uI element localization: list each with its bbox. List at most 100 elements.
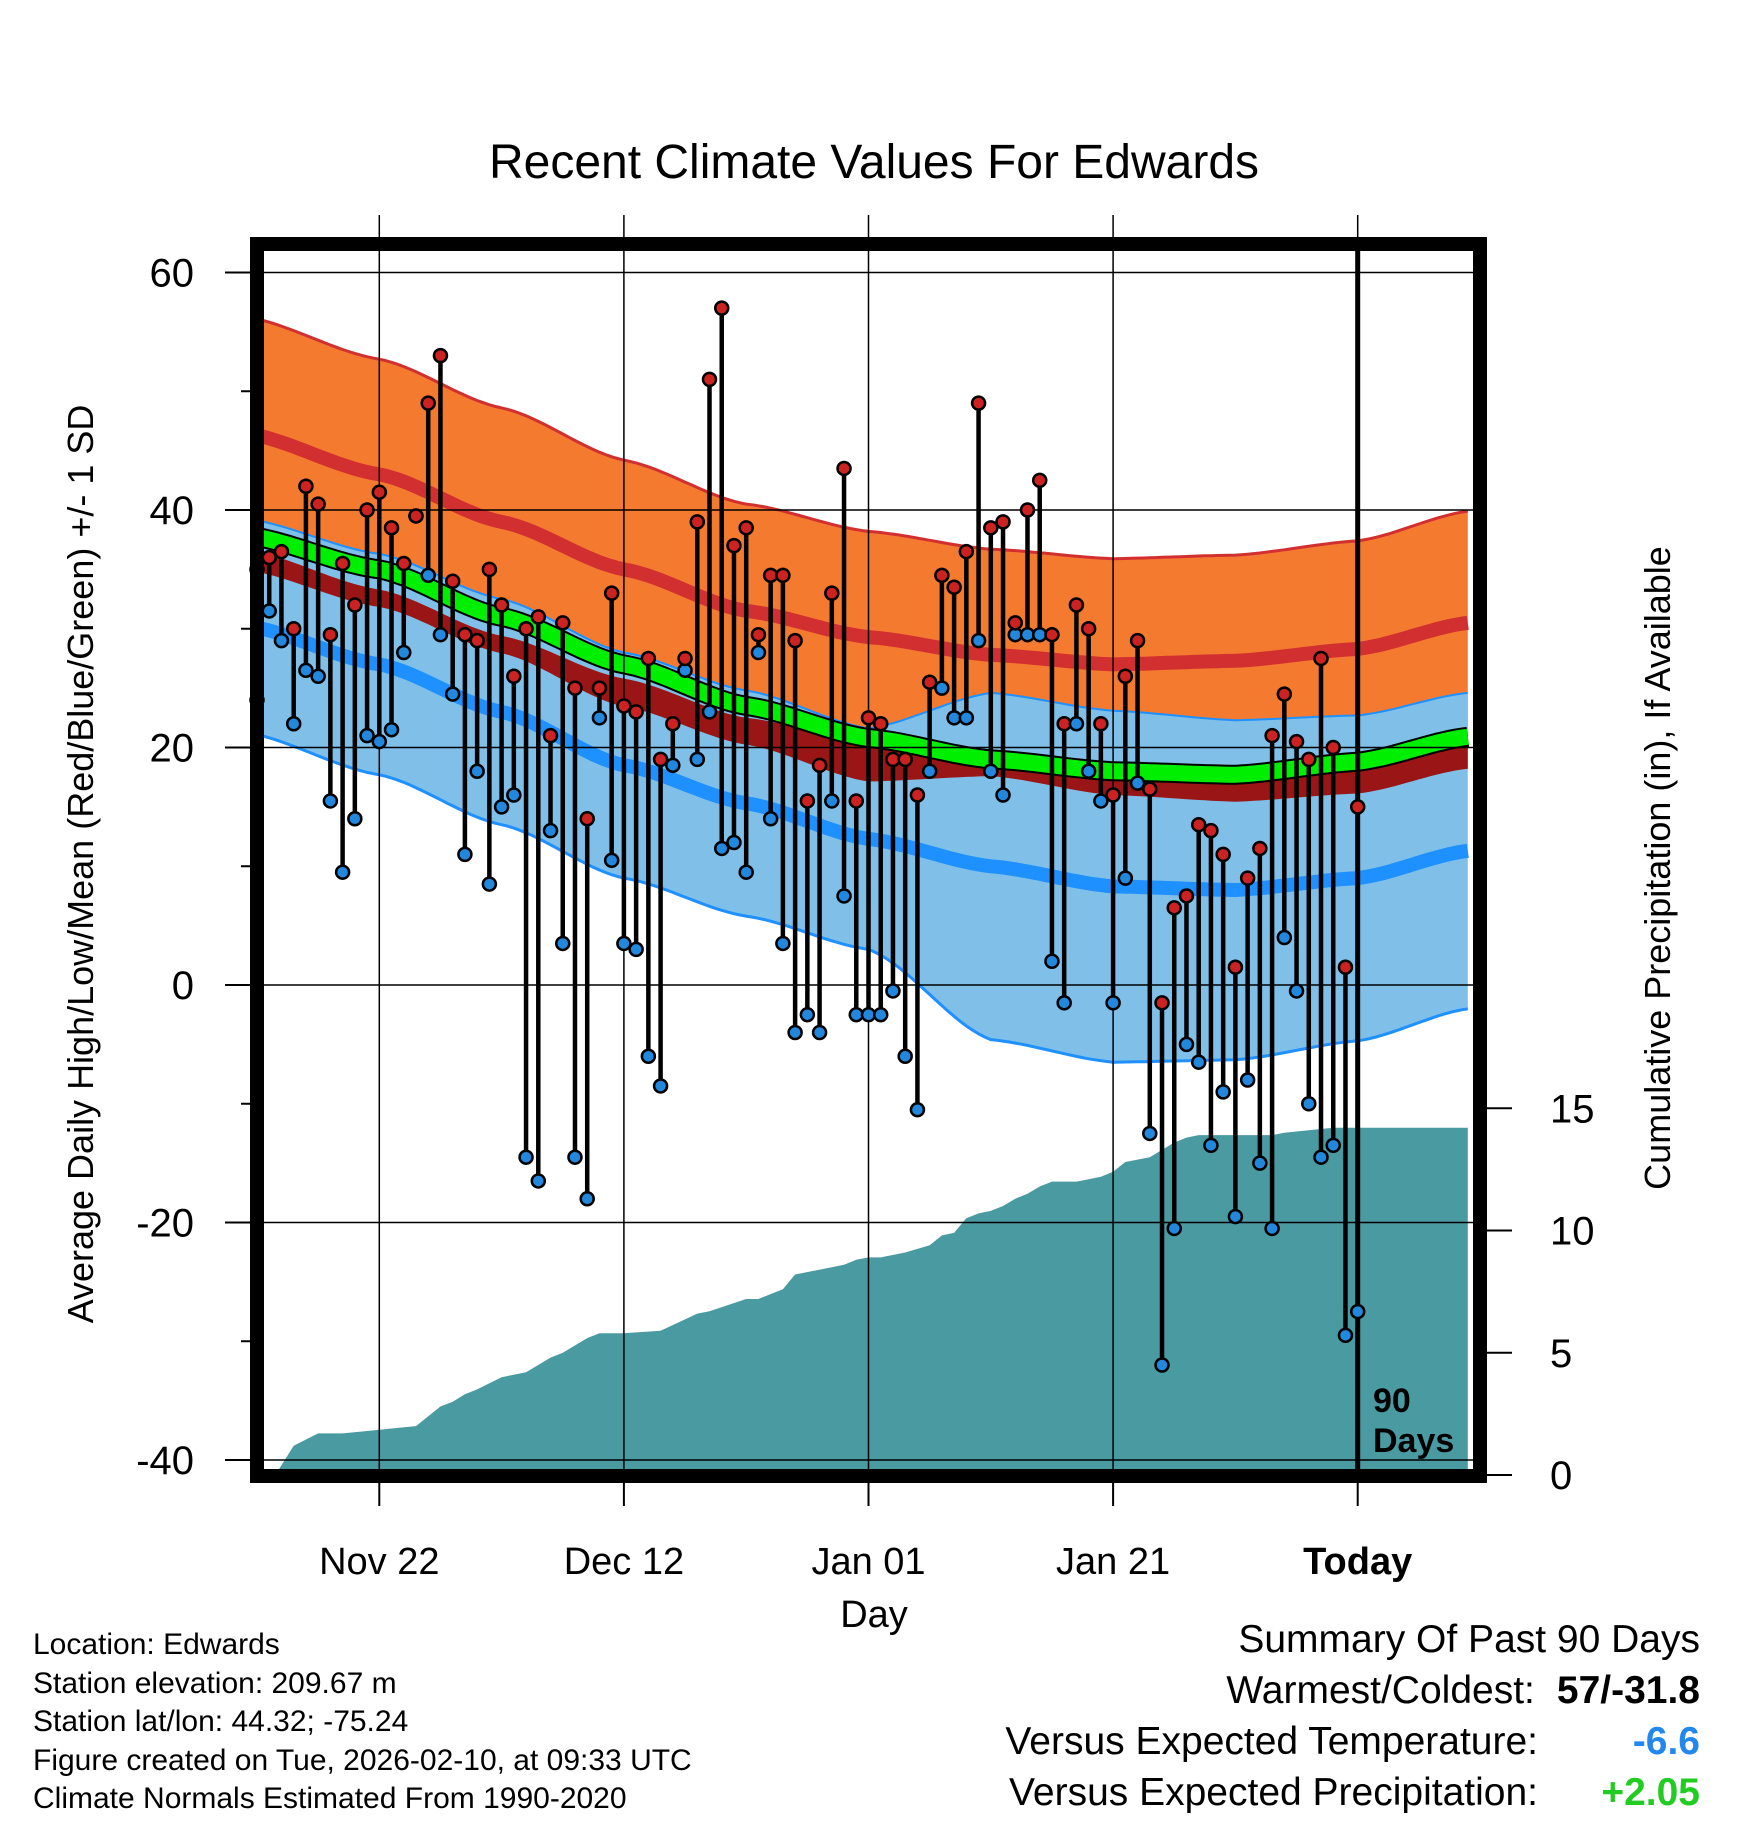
low-temp-point <box>762 811 779 827</box>
high-temp-point <box>493 597 510 613</box>
high-temp-point <box>261 549 277 566</box>
high-temp-point <box>1154 995 1170 1011</box>
low-temp-point <box>897 1048 913 1064</box>
high-temp-point <box>1080 621 1097 637</box>
low-temp-point <box>750 644 767 661</box>
low-temp-point <box>958 710 975 726</box>
low-temp-point <box>383 721 400 738</box>
high-temp-point <box>1313 650 1329 667</box>
low-temp-point <box>1337 1327 1354 1344</box>
normal-mean-line <box>257 528 1469 783</box>
high-temp-point <box>628 704 644 720</box>
low-temp-point <box>665 757 681 774</box>
y-tick-label: 20 <box>150 727 195 771</box>
precipitation-area <box>257 1127 1468 1475</box>
y-tick-label: 0 <box>172 964 194 1008</box>
low-temp-point <box>603 852 620 869</box>
high-temp-point <box>995 514 1011 530</box>
low-temp-point <box>493 799 510 815</box>
high-temp-point <box>285 621 302 637</box>
normals-bands <box>257 317 1470 1064</box>
high-temp-point <box>310 496 326 512</box>
high-temp-point <box>811 757 828 774</box>
low-temp-point <box>1190 1054 1207 1070</box>
high-temp-point <box>677 650 693 667</box>
y2-axis-label: Cumulative Precipitation (in), If Availa… <box>1637 546 1678 1190</box>
high-temp-point <box>1349 799 1366 815</box>
low-temp-point <box>799 1006 816 1023</box>
warmest-label: Warmest/Coldest: <box>1226 1669 1535 1712</box>
high-temp-point <box>689 514 706 530</box>
low-temp-point <box>1178 1036 1195 1053</box>
x-tick-label: Dec 12 <box>564 1541 684 1583</box>
high-temp-point <box>738 520 754 536</box>
low-temp-point <box>1166 1220 1182 1237</box>
summary-warmest-row: Warmest/Coldest: 57/-31.8 <box>1005 1665 1700 1716</box>
precipitation-area-group <box>257 1127 1468 1475</box>
high-temp-point <box>408 508 424 524</box>
warmest-value: 57/-31.8 <box>1556 1669 1700 1712</box>
high-temp-point <box>1031 472 1048 489</box>
high-temp-point <box>824 585 840 601</box>
days-annotation-line: 90 <box>1373 1382 1411 1420</box>
low-temp-point <box>701 704 718 720</box>
high-temp-point <box>518 621 534 637</box>
low-temp-point <box>432 626 449 643</box>
low-temp-point <box>836 888 852 904</box>
low-temp-point <box>1203 1137 1219 1154</box>
low-temp-point <box>1264 1220 1280 1237</box>
low-temp-point <box>555 935 571 952</box>
low-temp-point <box>1142 1125 1158 1142</box>
high-temp-point <box>1301 751 1317 768</box>
high-temp-point <box>860 710 877 726</box>
low-temp-point <box>310 668 326 684</box>
high-temp-point <box>481 561 498 578</box>
low-temp-point <box>787 1024 803 1041</box>
high-temp-point <box>1264 727 1280 744</box>
low-temp-point <box>261 603 277 619</box>
y-tick-label: -40 <box>136 1439 194 1483</box>
low-temp-point <box>579 1191 595 1207</box>
high-temp-point <box>1325 739 1341 756</box>
low-temp-point <box>457 846 473 863</box>
high-temp-point <box>665 716 681 732</box>
low-temp-point <box>530 1173 547 1189</box>
high-temp-point <box>591 680 608 696</box>
low-temp-point <box>970 632 987 649</box>
high-temp-point <box>444 573 461 589</box>
low-temp-point <box>542 822 559 839</box>
high-temp-point <box>1190 816 1207 833</box>
high-temp-point <box>713 300 730 316</box>
low-temp-point <box>1288 983 1305 999</box>
created-text: Figure created on Tue, 2026-02-10, at 09… <box>33 1743 692 1777</box>
high-temp-point <box>921 674 938 690</box>
high-temp-point <box>640 650 657 667</box>
high-temp-point <box>469 632 485 649</box>
high-temp-point <box>555 615 571 631</box>
latlon-text: Station lat/lon: 44.32; -75.24 <box>33 1705 409 1738</box>
low-temp-point <box>885 983 901 999</box>
low-temp-point <box>1154 1357 1170 1373</box>
low-temp-point <box>347 811 363 827</box>
low-temp-point <box>1313 1149 1329 1165</box>
low-temp-point <box>591 710 608 726</box>
high-temp-point <box>836 460 852 477</box>
x-tick-label: Nov 22 <box>319 1541 439 1583</box>
high-temp-point <box>579 811 595 827</box>
low-temp-point <box>909 1101 926 1118</box>
summary-precip-row: Versus Expected Precipitation: +2.05 <box>1005 1767 1700 1818</box>
high-temp-point <box>983 520 999 536</box>
y2-tick-label: 0 <box>1550 1454 1572 1498</box>
high-temp-point <box>298 478 314 494</box>
low-temp-point <box>334 864 351 880</box>
station-info: Location: Edwards Station elevation: 209… <box>33 1626 692 1819</box>
high-temp-point <box>542 727 559 744</box>
high-temp-point <box>273 543 290 560</box>
low-temp-point <box>1105 995 1121 1011</box>
low-temp-point <box>1080 763 1097 779</box>
high-temp-point <box>652 751 669 768</box>
temp-value: -6.6 <box>1632 1720 1700 1763</box>
low-temp-point <box>921 763 938 779</box>
axes: -40 -20 0 20 40 60 Nov 22 Dec 12 Jan 01 Jan 21 Tod… <box>136 237 1595 1583</box>
